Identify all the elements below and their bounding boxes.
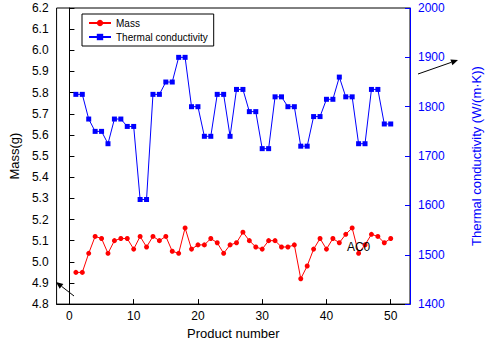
svg-text:6.1: 6.1 [32, 22, 49, 36]
svg-text:5.2: 5.2 [32, 213, 49, 227]
svg-text:1800: 1800 [418, 100, 445, 114]
svg-text:1600: 1600 [418, 198, 445, 212]
svg-text:2000: 2000 [418, 1, 445, 15]
svg-text:5.9: 5.9 [32, 64, 49, 78]
svg-text:5.5: 5.5 [32, 149, 49, 163]
svg-text:10: 10 [127, 309, 141, 323]
svg-text:5.1: 5.1 [32, 234, 49, 248]
svg-text:0: 0 [66, 309, 73, 323]
svg-text:5.7: 5.7 [32, 107, 49, 121]
svg-text:20: 20 [191, 309, 205, 323]
svg-text:50: 50 [384, 309, 398, 323]
svg-text:30: 30 [256, 309, 270, 323]
svg-text:1500: 1500 [418, 248, 445, 262]
svg-text:Mass: Mass [116, 18, 140, 29]
svg-text:4.9: 4.9 [32, 276, 49, 290]
svg-text:5.3: 5.3 [32, 191, 49, 205]
svg-text:AC0: AC0 [347, 240, 371, 254]
svg-text:5.6: 5.6 [32, 128, 49, 142]
svg-text:Thermal conductivity: Thermal conductivity [116, 32, 208, 43]
svg-text:6.0: 6.0 [32, 43, 49, 57]
svg-text:40: 40 [320, 309, 334, 323]
svg-text:1700: 1700 [418, 149, 445, 163]
svg-text:5.0: 5.0 [32, 255, 49, 269]
svg-text:4.8: 4.8 [32, 297, 49, 311]
svg-text:Thermal conductivity (W/(m·K)): Thermal conductivity (W/(m·K)) [469, 66, 484, 246]
svg-text:1900: 1900 [418, 50, 445, 64]
svg-text:Product number: Product number [187, 326, 280, 341]
svg-text:1400: 1400 [418, 297, 445, 311]
svg-text:5.8: 5.8 [32, 86, 49, 100]
svg-text:6.2: 6.2 [32, 1, 49, 15]
svg-text:5.4: 5.4 [32, 170, 49, 184]
svg-text:Mass(g): Mass(g) [7, 133, 22, 180]
